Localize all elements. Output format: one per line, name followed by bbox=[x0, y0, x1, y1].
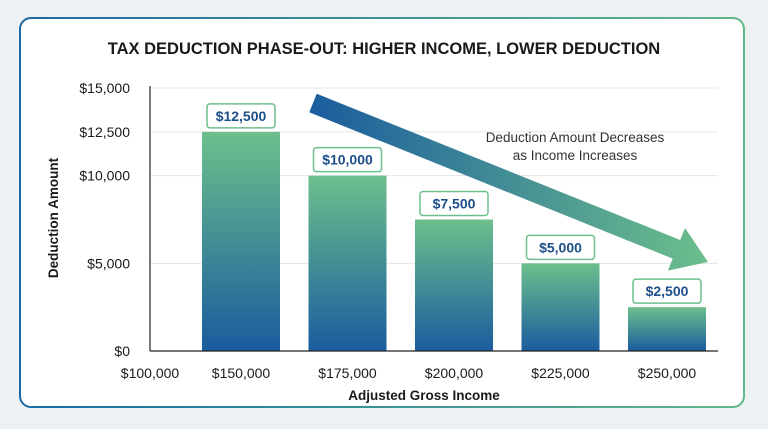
data-label-box bbox=[419, 190, 489, 217]
y-tick-label: $5,000 bbox=[87, 255, 130, 271]
y-tick-label: $12,500 bbox=[79, 124, 130, 140]
y-axis-title: Deduction Amount bbox=[46, 157, 61, 278]
trend-arrow-shape bbox=[309, 93, 708, 271]
x-tick-label: $175,000 bbox=[318, 365, 377, 381]
chart-title: TAX DEDUCTION PHASE-OUT: HIGHER INCOME, … bbox=[108, 40, 660, 58]
data-label: $12,500 bbox=[216, 108, 267, 124]
annotation-line-2: as Income Increases bbox=[513, 148, 638, 163]
bars bbox=[202, 131, 706, 351]
bar bbox=[202, 131, 280, 351]
x-tick-label: $100,000 bbox=[121, 365, 180, 381]
trend-annotation: Deduction Amount Decreases as Income Inc… bbox=[486, 130, 665, 163]
data-label-box bbox=[206, 103, 276, 129]
x-tick-label: $200,000 bbox=[425, 365, 484, 381]
data-label: $7,500 bbox=[433, 196, 476, 212]
y-tick-labels: $0 $5,000 $10,000 $12,500 $15,000 bbox=[79, 80, 130, 359]
annotation-line-1: Deduction Amount Decreases bbox=[486, 130, 665, 145]
data-label: $5,000 bbox=[539, 239, 582, 255]
x-tick-label: $225,000 bbox=[531, 365, 590, 381]
bar bbox=[415, 219, 493, 351]
trend-arrow bbox=[309, 93, 708, 271]
y-tick-label: $0 bbox=[114, 343, 130, 359]
data-label-box bbox=[312, 146, 383, 173]
data-labels: $12,500 $10,000 $7,500 $5,000 $2,500 bbox=[206, 103, 702, 304]
data-label: $2,500 bbox=[646, 283, 689, 299]
data-label-box bbox=[525, 234, 596, 261]
y-tick-label: $10,000 bbox=[79, 168, 130, 184]
x-axis-title: Adjusted Gross Income bbox=[348, 388, 500, 403]
x-tick-label: $250,000 bbox=[638, 365, 697, 381]
y-tick-label: $15,000 bbox=[79, 80, 130, 96]
data-label: $10,000 bbox=[322, 152, 373, 168]
bar bbox=[308, 175, 387, 351]
bar bbox=[521, 263, 600, 351]
x-tick-label: $150,000 bbox=[212, 365, 271, 381]
bar bbox=[628, 307, 706, 351]
data-label-box bbox=[632, 278, 702, 304]
x-tick-labels: $100,000 $150,000 $175,000 $200,000 $225,000… bbox=[121, 365, 697, 381]
